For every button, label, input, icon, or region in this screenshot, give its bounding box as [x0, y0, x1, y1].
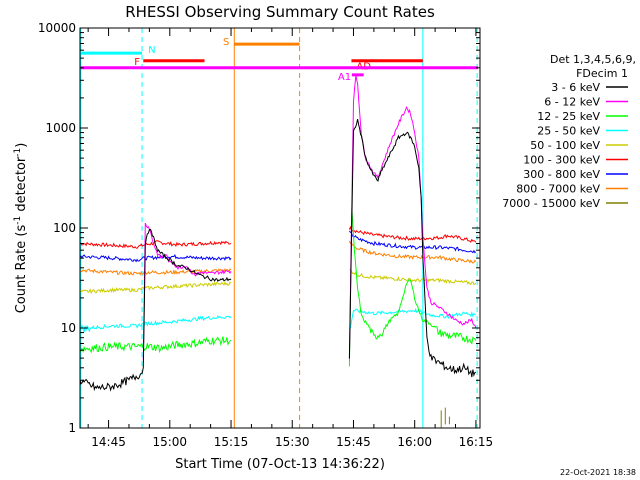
series-7-segment-0 — [80, 228, 232, 392]
y-axis-label: Count Rate (s-1 detector-1) — [13, 143, 29, 314]
series-4-segment-1 — [348, 308, 477, 331]
observing-flags: NFSADA1 — [80, 37, 478, 83]
legend-label-6: 300 - 800 keV — [523, 168, 600, 181]
x-tick-label-1: 15:00 — [152, 435, 187, 449]
x-tick-label-5: 16:00 — [397, 435, 432, 449]
y-axis-label-tail: detector — [14, 156, 29, 216]
y-axis-label-sup2: -1 — [13, 148, 23, 157]
legend-label-0: 3 - 6 keV — [551, 81, 600, 94]
legend-label-5: 100 - 300 keV — [523, 154, 600, 167]
series-0-segment-1 — [348, 225, 477, 243]
y-tick-label-4: 10000 — [38, 21, 76, 35]
count-rate-series — [80, 75, 477, 428]
series-5-segment-0 — [80, 336, 232, 354]
flag-label-1: F — [134, 57, 140, 68]
y-axis-label-sup1: -1 — [13, 216, 23, 225]
y-tick-label-0: 1 — [68, 421, 76, 435]
legend-header-line2: FDecim 1 — [576, 67, 628, 80]
series-1-segment-1 — [348, 230, 477, 254]
y-tick-label-1: 10 — [61, 321, 76, 335]
x-axis-label: Start Time (07-Oct-13 14:36:22) — [175, 457, 385, 472]
series-5-segment-1 — [348, 208, 477, 367]
x-tick-label-3: 15:30 — [275, 435, 310, 449]
series-3-segment-0 — [80, 280, 232, 295]
series-0-segment-0 — [80, 240, 232, 249]
series-6-segment-0 — [142, 222, 232, 361]
x-tick-label-6: 16:15 — [459, 435, 494, 449]
segment-boundary-lines — [80, 28, 478, 428]
legend-label-2: 12 - 25 keV — [537, 110, 600, 123]
series-3-segment-1 — [349, 269, 477, 286]
legend-label-4: 50 - 100 keV — [530, 139, 600, 152]
y-axis-label-main: Count Rate (s — [14, 225, 29, 314]
legend-label-3: 25 - 50 keV — [537, 125, 600, 138]
x-tick-label-2: 15:15 — [214, 435, 249, 449]
legend-label-1: 6 - 12 keV — [544, 96, 600, 109]
legend-label-7: 800 - 7000 keV — [516, 183, 600, 196]
legend: Det 1,3,4,5,6,9, FDecim 1 3 - 6 keV 6 - 1… — [502, 53, 636, 210]
y-axis-label-end: ) — [14, 143, 29, 148]
series-2-segment-0 — [80, 267, 232, 276]
generation-timestamp: 22-Oct-2021 18:38 — [560, 468, 636, 477]
legend-header-line1: Det 1,3,4,5,6,9, — [550, 53, 636, 66]
legend-label-8: 7000 - 15000 keV — [502, 197, 600, 210]
series-2-segment-1 — [348, 240, 477, 264]
x-axis-ticks: 14:45 15:00 15:15 15:30 15:45 16:00 16:15 — [87, 28, 494, 449]
y-axis-ticks: 1 10 100 1000 10000 — [38, 21, 480, 435]
flag-label-5: A1 — [338, 72, 351, 83]
plot-frame — [79, 27, 481, 429]
flag-label-0: N — [148, 45, 155, 56]
flag-label-2: S — [223, 37, 229, 48]
series-7-segment-1 — [348, 118, 476, 378]
series-6-segment-1 — [348, 75, 477, 359]
x-tick-label-4: 15:45 — [336, 435, 371, 449]
series-1-segment-0 — [80, 254, 232, 263]
y-tick-label-3: 1000 — [45, 121, 76, 135]
chart-title: RHESSI Observing Summary Count Rates — [125, 3, 435, 21]
x-tick-label-0: 14:45 — [91, 435, 126, 449]
y-tick-label-2: 100 — [53, 221, 76, 235]
series-4-segment-0 — [80, 314, 232, 333]
